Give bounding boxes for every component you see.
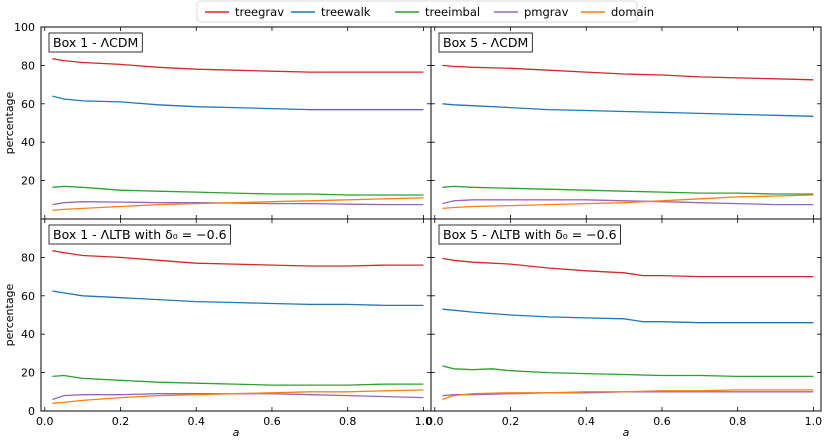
series-line-treegrav — [442, 64, 814, 81]
y-tick-label: 60 — [21, 290, 35, 303]
series-line-treewalk — [52, 290, 424, 307]
series-line-pmgrav — [442, 199, 814, 206]
x-tick-label: 0.4 — [577, 415, 595, 428]
x-axis-label: a — [623, 426, 630, 439]
x-tick-label: 0.2 — [502, 415, 520, 428]
legend-item-pmgrav: pmgrav — [494, 5, 569, 19]
panel-title-box — [48, 224, 231, 245]
panel-title: Box 5 - ΛLTB with δ₀ = −0.6 — [438, 224, 621, 245]
panel-frame — [40, 218, 432, 412]
panel-frame — [430, 218, 822, 412]
legend-label: pmgrav — [524, 5, 569, 19]
panel-title-text: Box 5 - ΛLTB with δ₀ = −0.6 — [443, 227, 617, 242]
panel-title-box — [438, 32, 533, 53]
series-line-treeimbal — [52, 374, 424, 386]
legend-label: treegrav — [235, 5, 284, 19]
x-tick-label: 1.0 — [805, 415, 823, 428]
x-tick-label: 0.2 — [112, 415, 130, 428]
y-tick-label: 20 — [21, 175, 35, 188]
y-tick-label: 60 — [21, 98, 35, 111]
x-tick-label: 0.4 — [187, 415, 205, 428]
y-axis-label: percentage — [3, 91, 16, 154]
panel-title: Box 5 - ΛCDM — [438, 32, 533, 53]
panel-title-text: Box 5 - ΛCDM — [443, 35, 528, 50]
panel-title: Box 1 - ΛLTB with δ₀ = −0.6 — [48, 224, 231, 245]
series-line-treewalk — [442, 103, 814, 117]
panel-frame — [430, 26, 822, 220]
legend-item-treeimbal: treeimbal — [395, 5, 480, 19]
panel-2: Box 5 - ΛCDM — [430, 26, 822, 220]
panel-title-box — [438, 224, 621, 245]
y-axis-label: percentage — [3, 283, 16, 346]
series-line-treewalk — [442, 308, 814, 324]
legend-item-treewalk: treewalk — [291, 5, 371, 19]
y-tick-label: 20 — [21, 367, 35, 380]
y-tick-label: 40 — [21, 136, 35, 149]
y-tick-label: 80 — [21, 59, 35, 72]
panels: Box 1 - ΛCDM Box 5 - ΛCDM Box 1 - ΛLTB wit… — [40, 26, 822, 412]
x-axis-label: a — [233, 426, 240, 439]
legend-label: treeimbal — [425, 5, 480, 19]
panel-title-text: Box 1 - ΛCDM — [53, 35, 138, 50]
series-line-domain — [442, 194, 814, 210]
x-tick-label: 0.8 — [339, 415, 357, 428]
series-line-domain — [52, 197, 424, 212]
series-line-treeimbal — [442, 185, 814, 195]
y-tick-label: 0 — [28, 405, 35, 418]
x-tick-label: 0.0 — [36, 415, 54, 428]
legend-label: domain — [611, 5, 654, 19]
series-line-domain — [442, 389, 814, 401]
panel-3: Box 1 - ΛLTB with δ₀ = −0.6 — [40, 218, 432, 412]
series-line-treeimbal — [52, 185, 424, 196]
x-tick-label: 0.6 — [653, 415, 671, 428]
panel-title: Box 1 - ΛCDM — [48, 32, 143, 53]
y-tick-label: 100 — [14, 21, 35, 34]
legend-item-domain: domain — [581, 5, 654, 19]
series-line-treewalk — [52, 95, 424, 111]
panel-1: Box 1 - ΛCDM — [40, 26, 432, 220]
panel-frame — [40, 26, 432, 220]
x-tick-label: 0.6 — [263, 415, 281, 428]
x-tick-label: 0.8 — [729, 415, 747, 428]
series-line-domain — [52, 389, 424, 404]
legend-item-treegrav: treegrav — [205, 5, 284, 19]
series-line-treegrav — [442, 257, 814, 278]
x-tick-label: 0.0 — [426, 415, 444, 428]
series-line-treeimbal — [442, 365, 814, 378]
y-tick-label: 40 — [21, 328, 35, 341]
y-tick-label: 80 — [21, 251, 35, 264]
series-line-treegrav — [52, 250, 424, 267]
panel-title-text: Box 1 - ΛLTB with δ₀ = −0.6 — [53, 227, 227, 242]
series-line-treegrav — [52, 58, 424, 73]
panel-title-box — [48, 32, 143, 53]
legend: treegrav treewalk treeimbal pmgrav domain — [196, 0, 654, 23]
axis-labels: 20 40 60 80 100 0 20 40 60 80 0.0 0.2 0.4 0.6 0.8 1.0 a 0… — [3, 21, 822, 439]
legend-label: treewalk — [321, 5, 371, 19]
x-tick-label: 1.0 — [415, 415, 433, 428]
panel-4: Box 5 - ΛLTB with δ₀ = −0.6 — [430, 218, 822, 412]
